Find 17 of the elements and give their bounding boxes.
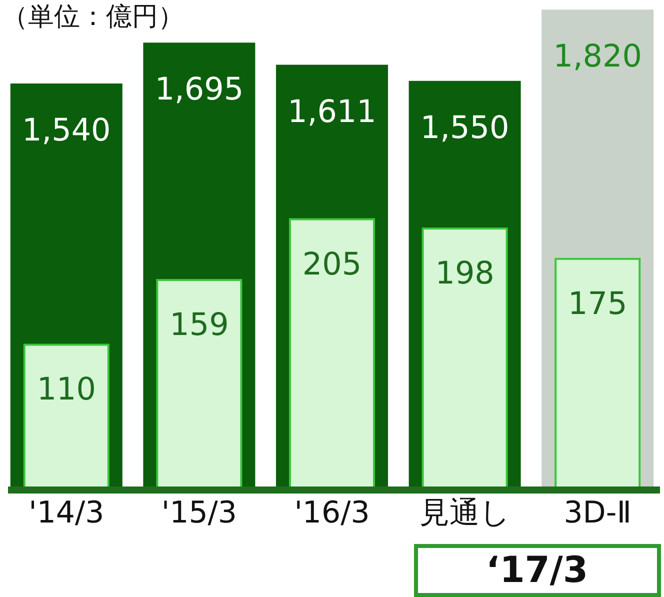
x-tick-label: '16/3 xyxy=(294,496,370,530)
data-label: 1,540 xyxy=(22,112,111,149)
data-label: 175 xyxy=(568,286,628,322)
x-tick-label: 3D-Ⅱ xyxy=(564,496,632,530)
data-label: 1,695 xyxy=(154,72,244,108)
data-label: 110 xyxy=(36,372,96,408)
x-tick-label: '14/3 xyxy=(28,496,104,530)
data-label: 198 xyxy=(435,256,494,292)
x-tick-label: 見通し xyxy=(419,496,510,530)
text: ‘17/3 xyxy=(486,550,588,591)
data-label: 1,611 xyxy=(288,94,376,130)
data-label: 1,550 xyxy=(420,110,510,146)
data-label: 205 xyxy=(302,246,362,282)
chart-title: （単位：億円） xyxy=(2,2,184,32)
x-tick-label: '15/3 xyxy=(161,496,238,530)
data-label: 159 xyxy=(170,307,229,344)
data-label: 1,820 xyxy=(553,38,642,75)
